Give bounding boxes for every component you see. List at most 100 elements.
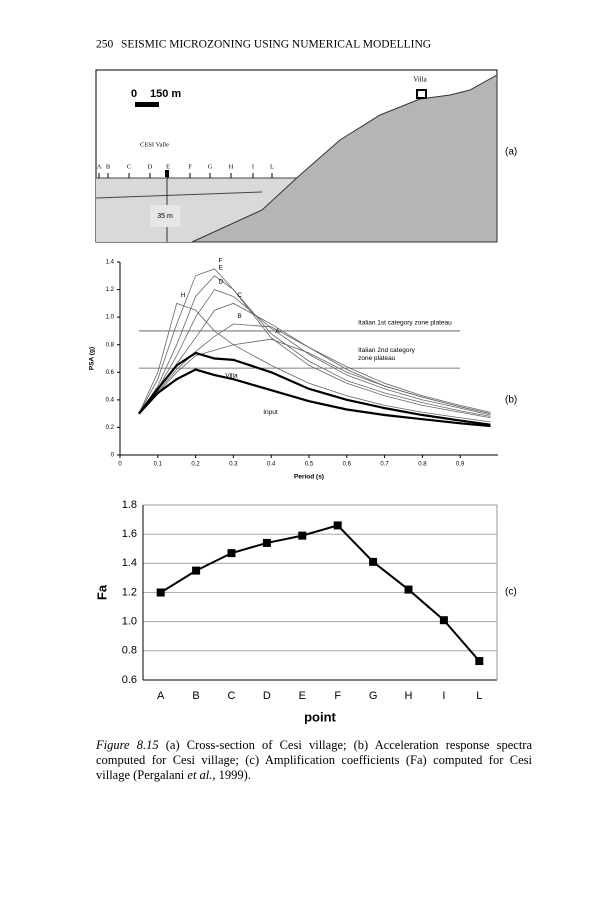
x-tick-label: F bbox=[334, 690, 341, 702]
x-tick-label: B bbox=[192, 690, 199, 702]
data-point bbox=[475, 657, 484, 666]
x-tick-label: G bbox=[369, 690, 378, 702]
series-label: Input bbox=[263, 409, 278, 416]
depth-box bbox=[150, 205, 180, 227]
point-label: I bbox=[252, 163, 254, 170]
x-tick-label: A bbox=[157, 690, 165, 702]
reference-label: Italian 2nd category bbox=[358, 347, 415, 354]
y-tick-label: 1.4 bbox=[106, 260, 115, 266]
y-tick-label: 0.6 bbox=[122, 674, 137, 686]
series-label: C bbox=[237, 292, 242, 299]
data-point bbox=[227, 549, 236, 558]
series-label: Villa bbox=[225, 373, 238, 380]
series-label: H bbox=[181, 292, 186, 299]
series-line bbox=[138, 302, 491, 423]
series-line bbox=[160, 524, 481, 662]
x-tick-label: E bbox=[299, 690, 306, 702]
point-label: A bbox=[97, 163, 102, 170]
series-line bbox=[138, 289, 491, 416]
y-tick-label: 1.2 bbox=[122, 586, 137, 598]
running-title: SEISMIC MICROZONING USING NUMERICAL MODE… bbox=[121, 39, 431, 51]
scale-bar bbox=[135, 102, 159, 107]
x-tick-label: 0.7 bbox=[380, 462, 389, 468]
panel-label: (c) bbox=[505, 587, 517, 598]
figure-caption: Figure 8.15 (a) Cross-section of Cesi vi… bbox=[96, 738, 532, 783]
panel-label: (b) bbox=[505, 395, 517, 406]
layer-boundary bbox=[95, 191, 263, 199]
point-label: L bbox=[270, 163, 274, 170]
series-line bbox=[138, 323, 491, 414]
figure-number: Figure 8.15 bbox=[96, 738, 159, 752]
y-tick-label: 0.2 bbox=[106, 425, 115, 431]
y-tick-label: 1.0 bbox=[122, 616, 137, 628]
series-label: D bbox=[219, 278, 224, 285]
x-tick-label: I bbox=[442, 690, 445, 702]
data-point bbox=[262, 538, 271, 547]
series-label: B bbox=[237, 313, 241, 320]
x-tick-label: 0.2 bbox=[191, 462, 200, 468]
y-tick-label: 1.2 bbox=[106, 287, 115, 293]
data-point bbox=[156, 588, 165, 597]
data-point bbox=[298, 531, 307, 540]
x-tick-label: C bbox=[228, 690, 236, 702]
page-number: 250 bbox=[96, 39, 114, 51]
series-line bbox=[138, 351, 491, 426]
panel-label: (a) bbox=[505, 147, 517, 158]
y-tick-label: 1.6 bbox=[122, 528, 137, 540]
reference-label: zone plateau bbox=[358, 355, 396, 362]
villa-icon bbox=[416, 89, 427, 99]
x-tick-label: 0 bbox=[118, 462, 122, 468]
y-tick-label: 1.0 bbox=[106, 315, 115, 321]
caption-text: (a) Cross-section of Cesi village; (b) A… bbox=[96, 738, 532, 782]
series-line bbox=[138, 275, 491, 417]
data-point bbox=[333, 521, 342, 530]
series-line bbox=[138, 268, 491, 419]
point-label: E bbox=[166, 163, 170, 170]
data-point bbox=[192, 566, 201, 575]
y-tick-label: 0.8 bbox=[122, 645, 137, 657]
x-tick-label: H bbox=[405, 690, 413, 702]
y-axis-label: PSA (g) bbox=[89, 347, 96, 370]
data-point bbox=[439, 616, 448, 625]
x-axis-label: Period (s) bbox=[294, 474, 324, 481]
depth-label: 35 m bbox=[157, 213, 173, 220]
valley-label: CESI Valle bbox=[140, 141, 169, 148]
x-tick-label: 0.8 bbox=[418, 462, 427, 468]
data-point bbox=[404, 585, 413, 594]
series-line bbox=[138, 338, 491, 415]
series-line bbox=[138, 368, 491, 428]
point-label: B bbox=[106, 163, 111, 170]
y-tick-label: 1.4 bbox=[122, 557, 137, 569]
x-axis-label: point bbox=[304, 709, 336, 724]
point-label: G bbox=[208, 163, 213, 170]
scale-start: 0 bbox=[131, 88, 137, 100]
point-label: D bbox=[148, 163, 153, 170]
y-tick-label: 0 bbox=[111, 453, 115, 459]
x-tick-label: 0.3 bbox=[229, 462, 238, 468]
x-tick-label: 0.6 bbox=[343, 462, 352, 468]
scale-end: 150 m bbox=[150, 88, 181, 100]
reference-label: Italian 1st category zone plateau bbox=[358, 320, 452, 327]
x-tick-label: D bbox=[263, 690, 271, 702]
caption-end: 1999). bbox=[215, 768, 251, 782]
x-tick-label: L bbox=[476, 690, 482, 702]
x-tick-label: 0.5 bbox=[305, 462, 314, 468]
y-tick-label: 0.4 bbox=[106, 397, 115, 403]
y-axis-label: Fa bbox=[94, 584, 109, 600]
y-tick-label: 1.8 bbox=[122, 499, 137, 511]
point-label: C bbox=[127, 163, 131, 170]
series-label: A bbox=[275, 328, 280, 335]
y-tick-label: 0.8 bbox=[106, 342, 115, 348]
valley-fill bbox=[96, 178, 300, 242]
y-tick-label: 0.6 bbox=[106, 370, 115, 376]
x-tick-label: 0.9 bbox=[456, 462, 465, 468]
borehole-top bbox=[165, 170, 169, 177]
caption-italic: et al., bbox=[187, 768, 216, 782]
series-label: F bbox=[219, 258, 223, 265]
point-label: H bbox=[229, 163, 234, 170]
series-label: E bbox=[219, 265, 224, 272]
data-point bbox=[369, 557, 378, 566]
villa-label: Villa bbox=[413, 76, 427, 84]
